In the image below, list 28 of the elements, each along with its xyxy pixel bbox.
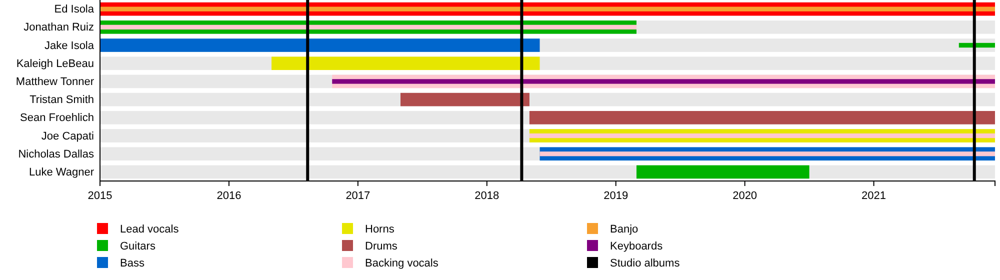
legend-label: Bass bbox=[120, 258, 145, 270]
y-tick-label: Matthew Tonner bbox=[16, 76, 94, 88]
x-tick-label: 2016 bbox=[216, 190, 242, 202]
y-tick-label: Jake Isola bbox=[44, 40, 95, 52]
y-tick-label: Ed Isola bbox=[54, 4, 95, 16]
bar bbox=[332, 79, 995, 84]
x-tick-label: 2021 bbox=[862, 190, 886, 202]
legend-label: Lead vocals bbox=[120, 224, 180, 236]
legend-label: Drums bbox=[365, 240, 398, 252]
legend-label: Studio albums bbox=[610, 258, 680, 270]
x-tick-label: 2020 bbox=[732, 190, 758, 202]
y-tick-label: Sean Froehlich bbox=[20, 112, 94, 124]
legend-label: Keyboards bbox=[610, 240, 664, 252]
legend-label: Banjo bbox=[610, 224, 638, 236]
x-tick-label: 2017 bbox=[346, 190, 370, 202]
y-tick-label: Nicholas Dallas bbox=[18, 148, 94, 160]
x-tick-label: 2015 bbox=[88, 190, 112, 202]
legend-label: Backing vocals bbox=[365, 258, 439, 270]
y-tick-label: Jonathan Ruiz bbox=[24, 22, 94, 34]
y-tick-label: Tristan Smith bbox=[30, 94, 94, 106]
y-tick-label: Luke Wagner bbox=[28, 166, 94, 178]
y-tick-label: Joe Capati bbox=[41, 130, 94, 142]
x-tick-label: 2019 bbox=[604, 190, 628, 202]
x-tick-label: 2018 bbox=[474, 190, 500, 202]
legend-label: Guitars bbox=[120, 240, 156, 252]
y-tick-label: Kaleigh LeBeau bbox=[16, 58, 94, 70]
legend-label: Horns bbox=[365, 224, 395, 236]
bar bbox=[100, 6, 995, 12]
